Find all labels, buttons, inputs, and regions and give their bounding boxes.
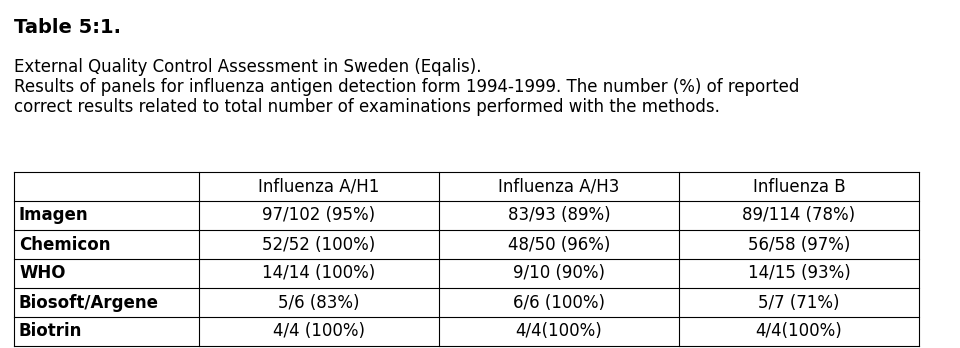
Text: 52/52 (100%): 52/52 (100%): [262, 236, 375, 253]
Text: 14/14 (100%): 14/14 (100%): [262, 264, 375, 283]
Text: External Quality Control Assessment in Sweden (Eqalis).: External Quality Control Assessment in S…: [14, 58, 482, 76]
Text: 83/93 (89%): 83/93 (89%): [508, 206, 611, 224]
Text: 9/10 (90%): 9/10 (90%): [513, 264, 605, 283]
Text: Biotrin: Biotrin: [19, 323, 83, 340]
Text: 97/102 (95%): 97/102 (95%): [262, 206, 375, 224]
Text: Table 5:1.: Table 5:1.: [14, 18, 121, 37]
Text: 56/58 (97%): 56/58 (97%): [748, 236, 851, 253]
Text: 5/7 (71%): 5/7 (71%): [758, 293, 840, 311]
Text: Influenza A/H1: Influenza A/H1: [258, 177, 380, 196]
Text: 4/4(100%): 4/4(100%): [756, 323, 842, 340]
Text: correct results related to total number of examinations performed with the metho: correct results related to total number …: [14, 98, 720, 116]
Text: Influenza A/H3: Influenza A/H3: [498, 177, 620, 196]
Text: 4/4(100%): 4/4(100%): [516, 323, 602, 340]
Text: 14/15 (93%): 14/15 (93%): [748, 264, 851, 283]
Text: Imagen: Imagen: [19, 206, 88, 224]
Text: Influenza B: Influenza B: [753, 177, 846, 196]
Text: 5/6 (83%): 5/6 (83%): [278, 293, 360, 311]
Text: 6/6 (100%): 6/6 (100%): [513, 293, 605, 311]
Text: Chemicon: Chemicon: [19, 236, 110, 253]
Text: 48/50 (96%): 48/50 (96%): [508, 236, 611, 253]
Text: WHO: WHO: [19, 264, 65, 283]
Text: 89/114 (78%): 89/114 (78%): [742, 206, 855, 224]
Text: 4/4 (100%): 4/4 (100%): [273, 323, 365, 340]
Text: Results of panels for influenza antigen detection form 1994-1999. The number (%): Results of panels for influenza antigen …: [14, 78, 800, 96]
Text: Biosoft/Argene: Biosoft/Argene: [19, 293, 159, 311]
